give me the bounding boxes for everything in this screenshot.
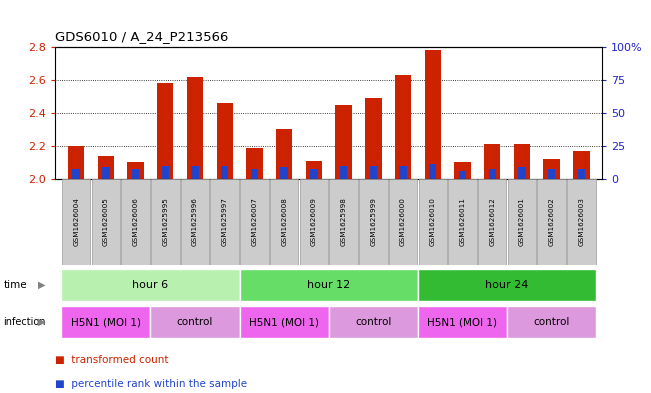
Text: H5N1 (MOI 1): H5N1 (MOI 1) bbox=[249, 317, 319, 327]
Bar bbox=[132, 169, 139, 179]
Bar bbox=[128, 162, 144, 179]
Text: GSM1626007: GSM1626007 bbox=[251, 198, 257, 246]
Text: GSM1626006: GSM1626006 bbox=[133, 198, 139, 246]
Bar bbox=[251, 169, 258, 179]
Bar bbox=[98, 156, 114, 179]
Bar bbox=[514, 144, 530, 179]
Bar bbox=[478, 179, 506, 265]
Bar bbox=[418, 307, 507, 338]
Bar bbox=[389, 179, 417, 265]
Bar bbox=[577, 169, 585, 179]
Text: control: control bbox=[177, 317, 214, 327]
Bar bbox=[61, 307, 150, 338]
Bar bbox=[246, 147, 262, 179]
Text: time: time bbox=[3, 280, 27, 290]
Text: GSM1626008: GSM1626008 bbox=[281, 198, 287, 246]
Bar bbox=[329, 307, 418, 338]
Bar bbox=[418, 269, 596, 301]
Text: GSM1626012: GSM1626012 bbox=[489, 198, 495, 246]
Text: hour 12: hour 12 bbox=[307, 280, 350, 290]
Bar bbox=[573, 151, 590, 179]
Bar bbox=[548, 169, 555, 179]
Bar bbox=[276, 129, 292, 179]
Bar bbox=[340, 165, 347, 179]
Bar bbox=[567, 179, 596, 265]
Text: GSM1626000: GSM1626000 bbox=[400, 198, 406, 246]
Bar bbox=[61, 269, 240, 301]
Bar bbox=[270, 179, 298, 265]
Bar bbox=[395, 75, 411, 179]
Bar bbox=[359, 179, 387, 265]
Bar bbox=[240, 307, 329, 338]
Text: GSM1626009: GSM1626009 bbox=[311, 198, 317, 246]
Bar bbox=[335, 105, 352, 179]
Text: GSM1626005: GSM1626005 bbox=[103, 198, 109, 246]
Text: hour 24: hour 24 bbox=[486, 280, 529, 290]
Bar bbox=[459, 171, 466, 179]
Text: H5N1 (MOI 1): H5N1 (MOI 1) bbox=[428, 317, 497, 327]
Bar bbox=[240, 269, 418, 301]
Bar bbox=[161, 165, 169, 179]
Bar bbox=[187, 77, 203, 179]
Text: H5N1 (MOI 1): H5N1 (MOI 1) bbox=[71, 317, 141, 327]
Text: GSM1626010: GSM1626010 bbox=[430, 198, 436, 246]
Bar bbox=[306, 161, 322, 179]
Text: GDS6010 / A_24_P213566: GDS6010 / A_24_P213566 bbox=[55, 30, 229, 43]
Bar bbox=[92, 179, 120, 265]
Bar bbox=[419, 179, 447, 265]
Bar bbox=[191, 165, 199, 179]
Bar bbox=[68, 146, 85, 179]
Bar bbox=[311, 169, 318, 179]
Text: GSM1625999: GSM1625999 bbox=[370, 198, 376, 246]
Bar bbox=[299, 179, 328, 265]
Bar bbox=[429, 164, 436, 179]
Text: GSM1626002: GSM1626002 bbox=[549, 198, 555, 246]
Bar bbox=[240, 179, 269, 265]
Bar bbox=[151, 179, 180, 265]
Bar bbox=[537, 179, 566, 265]
Text: GSM1626001: GSM1626001 bbox=[519, 198, 525, 246]
Bar bbox=[507, 307, 596, 338]
Bar bbox=[329, 179, 358, 265]
Text: GSM1625998: GSM1625998 bbox=[340, 198, 346, 246]
Text: GSM1626004: GSM1626004 bbox=[73, 198, 79, 246]
Bar bbox=[424, 50, 441, 179]
Bar bbox=[62, 179, 90, 265]
Bar bbox=[72, 169, 80, 179]
Text: ■  transformed count: ■ transformed count bbox=[55, 356, 169, 365]
Bar bbox=[370, 165, 377, 179]
Text: GSM1626003: GSM1626003 bbox=[578, 198, 585, 246]
Bar bbox=[488, 169, 496, 179]
Text: ▶: ▶ bbox=[38, 317, 46, 327]
Bar bbox=[449, 179, 477, 265]
Text: control: control bbox=[533, 317, 570, 327]
Text: infection: infection bbox=[3, 317, 46, 327]
Bar bbox=[217, 103, 233, 179]
Bar bbox=[181, 179, 209, 265]
Bar bbox=[518, 167, 525, 179]
Text: GSM1625995: GSM1625995 bbox=[162, 198, 169, 246]
Bar bbox=[484, 144, 501, 179]
Bar bbox=[157, 83, 173, 179]
Text: GSM1625996: GSM1625996 bbox=[192, 198, 198, 246]
Text: GSM1626011: GSM1626011 bbox=[460, 198, 465, 246]
Bar bbox=[150, 307, 240, 338]
Text: ▶: ▶ bbox=[38, 280, 46, 290]
Bar bbox=[365, 98, 381, 179]
Bar bbox=[281, 167, 288, 179]
Text: GSM1625997: GSM1625997 bbox=[222, 198, 228, 246]
Bar bbox=[544, 159, 560, 179]
Text: ■  percentile rank within the sample: ■ percentile rank within the sample bbox=[55, 379, 247, 389]
Bar bbox=[210, 179, 239, 265]
Bar bbox=[399, 165, 407, 179]
Bar bbox=[102, 167, 109, 179]
Bar bbox=[508, 179, 536, 265]
Bar bbox=[454, 162, 471, 179]
Bar bbox=[121, 179, 150, 265]
Text: control: control bbox=[355, 317, 391, 327]
Bar bbox=[221, 165, 229, 179]
Text: hour 6: hour 6 bbox=[132, 280, 169, 290]
